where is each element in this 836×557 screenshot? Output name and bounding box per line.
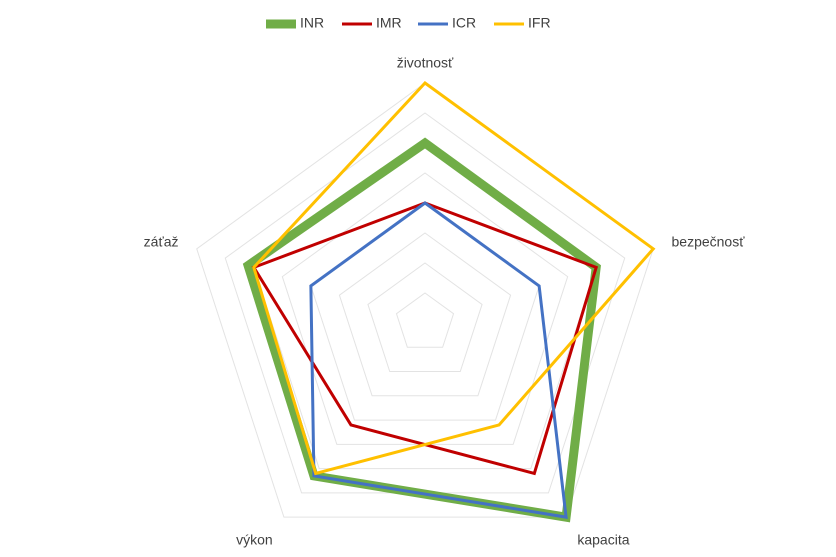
axis-label: záťaž (144, 234, 179, 250)
legend-label: INR (300, 15, 324, 31)
legend-label: ICR (452, 15, 476, 31)
series-line (251, 201, 599, 476)
series-line (252, 81, 656, 476)
legend-label: IFR (528, 15, 551, 31)
series-line (309, 201, 568, 519)
grid-ring (338, 232, 512, 397)
grid-ring (367, 262, 483, 373)
grid-ring (224, 112, 626, 494)
axis-label: kapacita (577, 531, 629, 547)
axis-label: životnosť (397, 55, 454, 71)
grid-ring (395, 292, 455, 348)
legend-label: IMR (376, 15, 402, 31)
axis-label: bezpečnosť (672, 234, 746, 250)
axis-label: výkon (236, 531, 273, 547)
